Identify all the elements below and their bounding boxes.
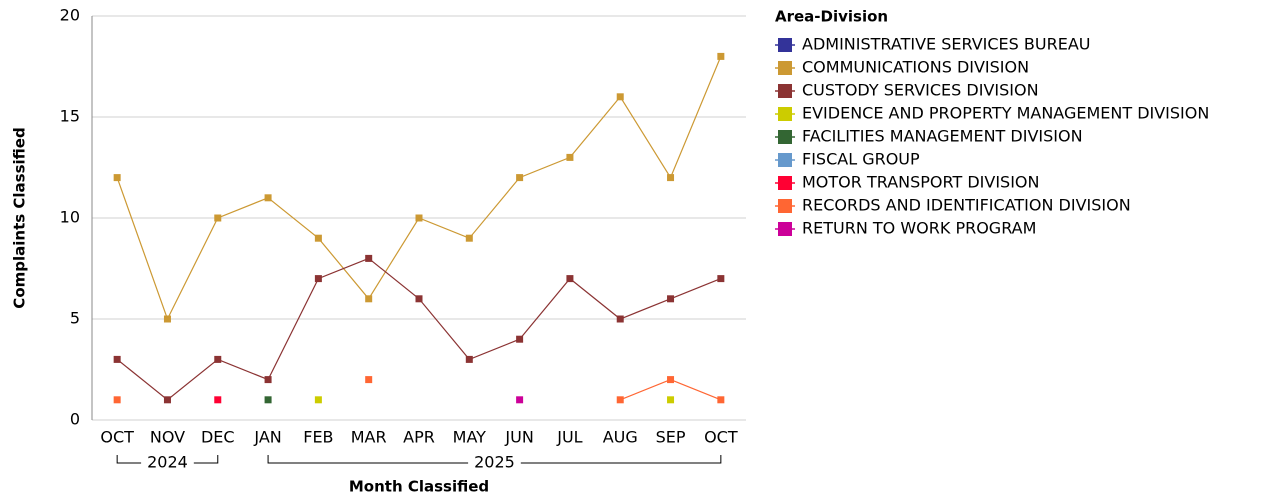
y-axis-title: Complaints Classified [11,127,29,308]
y-tick-label: 5 [70,309,80,328]
x-axis-title: Month Classified [349,478,489,495]
point [465,234,473,242]
legend-swatch [778,61,792,75]
legend-swatch [778,222,792,236]
point [667,174,675,182]
point [616,93,624,101]
point [113,396,121,404]
point [314,275,322,283]
point [667,396,675,404]
x-tick-label: FEB [303,428,333,447]
point [365,295,373,303]
legend-label: EVIDENCE AND PROPERTY MANAGEMENT DIVISIO… [802,104,1209,123]
x-group-bracket [267,455,722,464]
legend-label: COMMUNICATIONS DIVISION [802,58,1029,77]
x-group-label: 2025 [474,453,515,472]
point [214,214,222,222]
point [516,396,524,404]
x-tick-label: OCT [704,428,738,447]
legend-label: CUSTODY SERVICES DIVISION [802,81,1039,100]
point [566,275,574,283]
series-line [116,257,722,401]
y-tick-label: 15 [60,107,80,126]
point [616,396,624,404]
y-tick-label: 10 [60,208,80,227]
point [465,355,473,363]
x-tick-label: SEP [656,428,686,447]
y-tick-label: 0 [70,410,80,429]
legend-swatch [778,153,792,167]
x-group-label: 2024 [147,453,188,472]
x-tick-label: JAN [253,428,281,447]
point [415,214,423,222]
point [516,174,524,182]
point [314,234,322,242]
point [264,396,272,404]
point [365,376,373,384]
legend-swatch [778,130,792,144]
point [314,396,322,404]
x-tick-label: JUN [504,428,533,447]
point [163,396,171,404]
legend-label: RECORDS AND IDENTIFICATION DIVISION [802,196,1131,215]
legend-swatch [778,176,792,190]
point [264,194,272,202]
legend-label: MOTOR TRANSPORT DIVISION [802,173,1039,192]
y-tick-label: 20 [60,6,80,25]
point [667,295,675,303]
legend-swatch [778,84,792,98]
legend-label: RETURN TO WORK PROGRAM [802,219,1036,238]
point [516,335,524,343]
legend-label: ADMINISTRATIVE SERVICES BUREAU [802,35,1090,54]
point [616,315,624,323]
point [365,254,373,262]
point [163,315,171,323]
point [264,376,272,384]
point [113,355,121,363]
x-tick-label: MAR [351,428,387,447]
x-tick-label: OCT [100,428,134,447]
point [113,174,121,182]
x-tick-label: JUL [556,428,582,447]
point [717,52,725,60]
x-group-bracket [116,455,219,464]
x-tick-label: DEC [201,428,235,447]
series-line [116,56,722,321]
point [415,295,423,303]
legend-swatch [778,38,792,52]
point [717,275,725,283]
point [566,153,574,161]
x-tick-label: NOV [150,428,185,447]
legend-swatch [778,107,792,121]
legend-swatch [778,199,792,213]
x-tick-label: MAY [453,428,487,447]
x-tick-label: AUG [603,428,638,447]
legend-title: Area-Division [775,8,888,26]
point [717,396,725,404]
legend-label: FACILITIES MANAGEMENT DIVISION [802,127,1083,146]
legend-label: FISCAL GROUP [802,150,920,169]
x-tick-label: APR [403,428,435,447]
point [667,376,675,384]
point [214,355,222,363]
point [214,396,222,404]
